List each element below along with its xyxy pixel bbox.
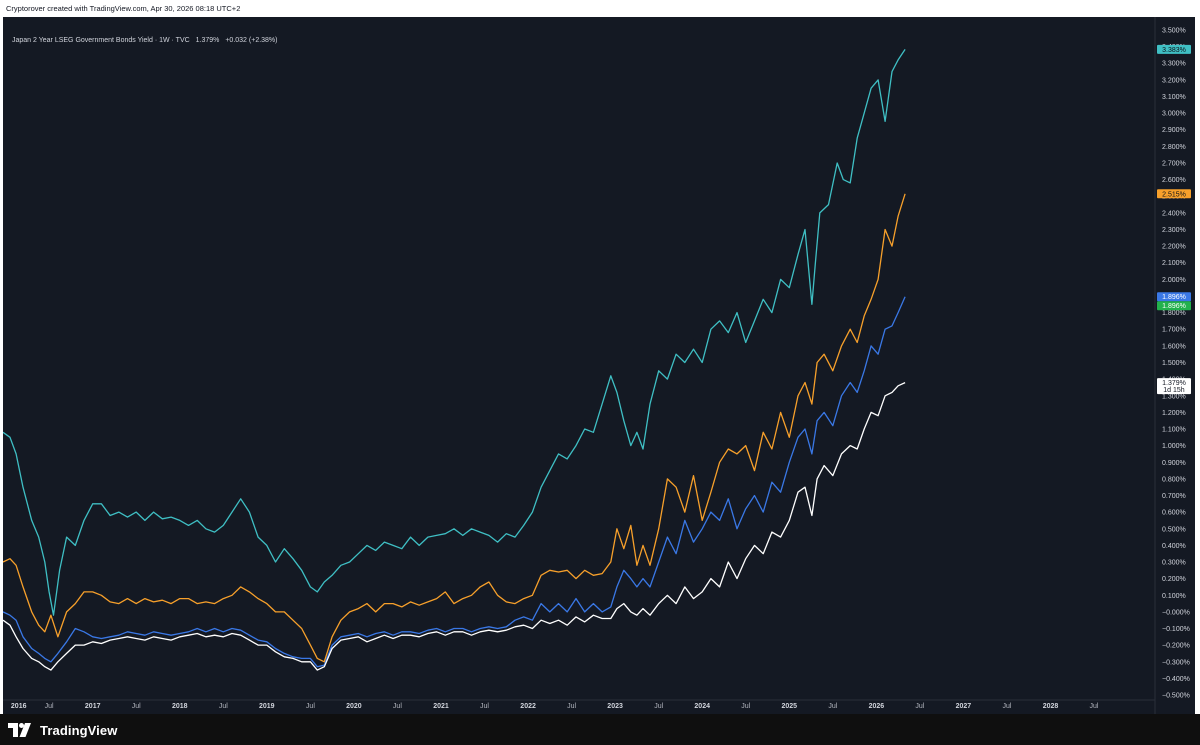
y-tick-label: 3.200% — [1162, 77, 1186, 84]
y-tick-label: 1.300% — [1162, 393, 1186, 400]
tag-value: 1.896% — [1162, 294, 1186, 301]
x-tick-label: 2022 — [520, 703, 536, 710]
y-tick-label: 3.300% — [1162, 61, 1186, 68]
y-tick-label: 1.500% — [1162, 360, 1186, 367]
last-value-tag: 1.896% — [1157, 292, 1191, 302]
y-tick-label: 3.000% — [1162, 111, 1186, 118]
y-tick-label: 2.900% — [1162, 127, 1186, 134]
legend-change: +0.032 (+2.38%) — [225, 37, 278, 44]
x-tick-label: 2025 — [782, 703, 798, 710]
tag-countdown: 1d 15h — [1163, 387, 1185, 394]
y-tick-label: 2.600% — [1162, 177, 1186, 184]
tag-value: 3.383% — [1162, 47, 1186, 54]
tradingview-logo-icon — [8, 723, 31, 737]
series-line-white-series — [3, 382, 906, 671]
y-tick-label: −0.300% — [1162, 659, 1190, 666]
y-tick-label: 1.800% — [1162, 310, 1186, 317]
y-tick-label: 0.300% — [1162, 560, 1186, 567]
x-tick-label: Jul — [219, 703, 228, 710]
y-tick-label: 0.200% — [1162, 576, 1186, 583]
tag-value: 1.379% — [1162, 380, 1186, 387]
tag-background — [1157, 292, 1191, 302]
chart-background — [3, 17, 1195, 714]
last-value-tag: 2.515% — [1157, 189, 1191, 199]
y-tick-label: 2.400% — [1162, 210, 1186, 217]
chart-attribution-bar: Cryptorover created with TradingView.com… — [0, 0, 1200, 17]
x-tick-label: Jul — [567, 703, 576, 710]
attribution-text: Cryptorover created with TradingView.com… — [6, 4, 241, 13]
y-tick-label: 0.700% — [1162, 493, 1186, 500]
chart-area[interactable]: 3.500%3.400%3.300%3.200%3.100%3.000%2.90… — [3, 17, 1195, 714]
y-tick-label: 0.900% — [1162, 460, 1186, 467]
y-tick-label: 0.600% — [1162, 510, 1186, 517]
x-tick-label: Jul — [828, 703, 837, 710]
x-tick-label: Jul — [45, 703, 54, 710]
tag-value: 1.896% — [1162, 303, 1186, 310]
tradingview-wordmark: TradingView — [40, 722, 118, 738]
y-tick-label: 0.400% — [1162, 543, 1186, 550]
x-tick-label: Jul — [915, 703, 924, 710]
y-tick-label: 0.500% — [1162, 526, 1186, 533]
x-tick-label: Jul — [741, 703, 750, 710]
y-tick-label: 2.300% — [1162, 227, 1186, 234]
x-tick-label: 2024 — [694, 703, 710, 710]
y-tick-label: 1.200% — [1162, 410, 1186, 417]
y-tick-label: 1.000% — [1162, 443, 1186, 450]
x-tick-label: 2027 — [956, 703, 972, 710]
tag-value: 2.515% — [1162, 191, 1186, 198]
y-tick-label: −0.000% — [1162, 609, 1190, 616]
symbol-legend[interactable]: Japan 2 Year LSEG Government Bonds Yield… — [12, 36, 278, 46]
y-tick-label: 3.500% — [1162, 28, 1186, 35]
last-value-tag: 1.896% — [1157, 301, 1191, 311]
x-tick-label: 2017 — [85, 703, 101, 710]
x-tick-label: 2016 — [11, 703, 27, 710]
y-tick-label: −0.400% — [1162, 676, 1190, 683]
y-tick-label: 3.100% — [1162, 94, 1186, 101]
x-tick-label: Jul — [393, 703, 402, 710]
last-value-tag: 1.379%1d 15h — [1157, 378, 1191, 395]
x-tick-label: 2018 — [172, 703, 188, 710]
x-tick-label: 2019 — [259, 703, 275, 710]
y-tick-label: −0.100% — [1162, 626, 1190, 633]
last-value-tag: 3.383% — [1157, 44, 1191, 54]
y-tick-label: 0.800% — [1162, 476, 1186, 483]
y-tick-label: −0.200% — [1162, 643, 1190, 650]
y-tick-label: 1.600% — [1162, 343, 1186, 350]
tag-background — [1157, 44, 1191, 54]
x-tick-label: 2028 — [1043, 703, 1059, 710]
legend-symbol-text: Japan 2 Year LSEG Government Bonds Yield… — [12, 37, 190, 44]
x-tick-label: Jul — [1003, 703, 1012, 710]
x-tick-label: Jul — [1090, 703, 1099, 710]
x-tick-label: Jul — [654, 703, 663, 710]
series-line-orange-series — [3, 193, 906, 663]
y-tick-label: 2.000% — [1162, 277, 1186, 284]
series-line-cyan-series — [3, 49, 906, 616]
y-tick-label: 1.100% — [1162, 427, 1186, 434]
x-tick-label: 2021 — [433, 703, 449, 710]
x-tick-label: 2020 — [346, 703, 362, 710]
y-tick-label: 0.100% — [1162, 593, 1186, 600]
x-tick-label: 2023 — [607, 703, 623, 710]
legend-last-value: 1.379% — [195, 37, 220, 44]
y-tick-label: 2.800% — [1162, 144, 1186, 151]
chart-canvas[interactable]: 3.500%3.400%3.300%3.200%3.100%3.000%2.90… — [3, 17, 1195, 714]
y-tick-label: 2.700% — [1162, 161, 1186, 168]
tag-background — [1157, 301, 1191, 311]
tag-background — [1157, 189, 1191, 199]
footer-bar: TradingView — [0, 714, 1200, 745]
tradingview-brand[interactable]: TradingView — [8, 721, 117, 739]
y-tick-label: 2.200% — [1162, 244, 1186, 251]
y-tick-label: 1.700% — [1162, 327, 1186, 334]
x-tick-label: Jul — [132, 703, 141, 710]
y-tick-label: −0.500% — [1162, 693, 1190, 700]
x-tick-label: Jul — [306, 703, 315, 710]
x-tick-label: Jul — [480, 703, 489, 710]
tag-background — [1157, 378, 1191, 395]
x-tick-label: 2026 — [869, 703, 885, 710]
y-tick-label: 2.100% — [1162, 260, 1186, 267]
series-line-blue-series — [3, 296, 906, 668]
